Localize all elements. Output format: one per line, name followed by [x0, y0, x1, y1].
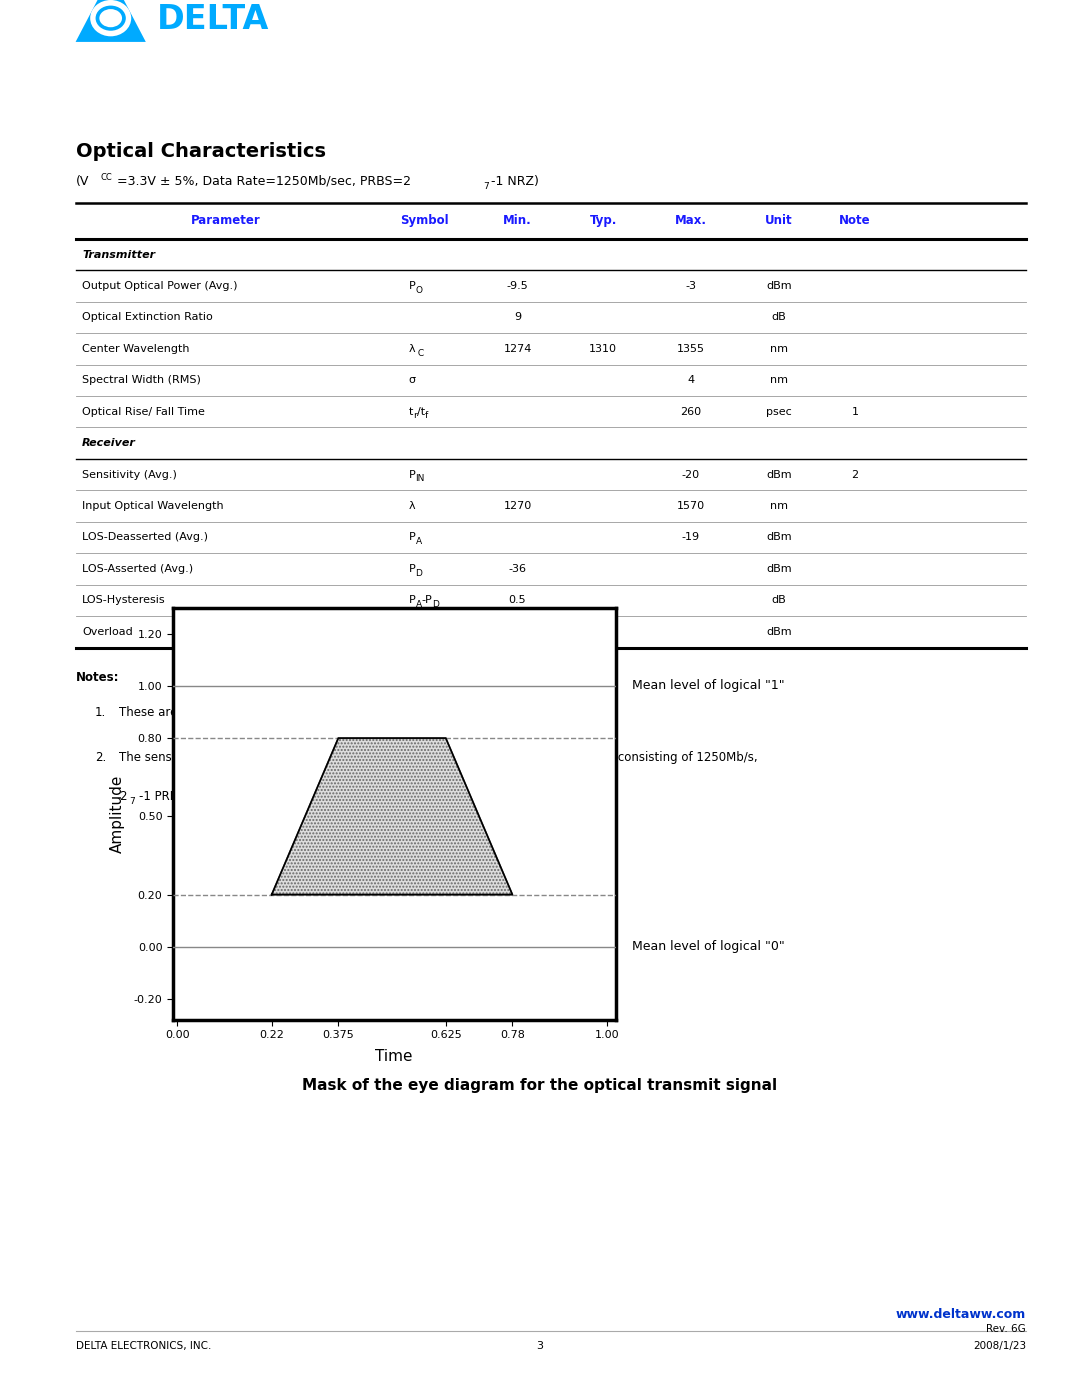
- Text: nm: nm: [770, 502, 788, 511]
- Text: O: O: [416, 631, 422, 640]
- Text: 1: 1: [851, 407, 859, 416]
- Text: Sensitivity (Avg.): Sensitivity (Avg.): [82, 469, 177, 479]
- Text: Notes:: Notes:: [76, 671, 119, 685]
- Text: 2: 2: [851, 469, 859, 479]
- Text: -12: -12: [419, 757, 434, 767]
- Polygon shape: [272, 738, 512, 894]
- Y-axis label: Amplitude: Amplitude: [110, 774, 125, 854]
- Text: dBm: dBm: [766, 627, 792, 637]
- Text: Center Wavelength: Center Wavelength: [82, 344, 190, 353]
- Text: f: f: [424, 412, 428, 420]
- Text: nm: nm: [770, 376, 788, 386]
- Text: psec: psec: [766, 407, 792, 416]
- Text: dBm: dBm: [766, 532, 792, 542]
- Text: 4: 4: [688, 376, 694, 386]
- Text: D: D: [416, 569, 422, 577]
- Text: 9: 9: [514, 313, 521, 323]
- Text: -9.5: -9.5: [507, 281, 528, 291]
- Text: www.deltaww.com: www.deltaww.com: [895, 1308, 1026, 1320]
- Text: =3.3V ± 5%, Data Rate=1250Mb/sec, PRBS=2: =3.3V ± 5%, Data Rate=1250Mb/sec, PRBS=2: [117, 175, 410, 187]
- Text: Optical Rise/ Fall Time: Optical Rise/ Fall Time: [82, 407, 205, 416]
- Text: 1274: 1274: [503, 344, 531, 353]
- Text: -1 PRBS and ER=9dB.: -1 PRBS and ER=9dB.: [139, 789, 268, 803]
- Text: Rev. 6G: Rev. 6G: [986, 1324, 1026, 1334]
- Text: D: D: [432, 601, 440, 609]
- Text: P: P: [408, 532, 416, 542]
- Text: Optical Characteristics: Optical Characteristics: [76, 142, 325, 162]
- Text: CC: CC: [100, 173, 112, 182]
- Text: DELTA: DELTA: [157, 3, 269, 36]
- Text: σ: σ: [408, 376, 416, 386]
- Text: C: C: [416, 349, 424, 358]
- Text: -36: -36: [509, 564, 527, 574]
- Text: Max.: Max.: [675, 214, 707, 228]
- Text: P: P: [408, 564, 416, 574]
- Text: λ: λ: [408, 502, 416, 511]
- Text: The sensitivity is provided at a BER of 1×10: The sensitivity is provided at a BER of …: [119, 750, 379, 764]
- Text: Mean level of logical "0": Mean level of logical "0": [632, 940, 784, 953]
- Text: 7: 7: [130, 796, 135, 806]
- Text: -3: -3: [512, 627, 523, 637]
- Text: O: O: [416, 286, 422, 295]
- Text: Typ.: Typ.: [590, 214, 617, 228]
- Text: dBm: dBm: [766, 469, 792, 479]
- Text: LOS-Hysteresis: LOS-Hysteresis: [82, 595, 165, 605]
- Text: t: t: [408, 407, 413, 416]
- Text: Mask of the eye diagram for the optical transmit signal: Mask of the eye diagram for the optical …: [302, 1078, 778, 1094]
- Text: dB: dB: [771, 595, 786, 605]
- Text: -P: -P: [421, 595, 432, 605]
- Text: dBm: dBm: [766, 281, 792, 291]
- Text: 7: 7: [483, 182, 488, 190]
- Text: /t: /t: [417, 407, 424, 416]
- X-axis label: Time: Time: [376, 1049, 413, 1063]
- Text: Unit: Unit: [765, 214, 793, 228]
- Text: LOS-Deasserted (Avg.): LOS-Deasserted (Avg.): [82, 532, 208, 542]
- Text: -3: -3: [686, 281, 697, 291]
- Text: Receiver: Receiver: [82, 439, 136, 448]
- Text: Overload: Overload: [82, 627, 133, 637]
- Text: Input Optical Wavelength: Input Optical Wavelength: [82, 502, 224, 511]
- Text: Note: Note: [839, 214, 870, 228]
- Text: 0.5: 0.5: [509, 595, 526, 605]
- Text: Transmitter: Transmitter: [82, 250, 156, 260]
- Text: dBm: dBm: [766, 564, 792, 574]
- Text: Mean level of logical "1": Mean level of logical "1": [632, 679, 784, 693]
- Text: P: P: [408, 469, 416, 479]
- Text: 1570: 1570: [677, 502, 705, 511]
- Text: Symbol: Symbol: [401, 214, 449, 228]
- Text: 1310: 1310: [589, 344, 617, 353]
- Text: -1 NRZ): -1 NRZ): [491, 175, 539, 187]
- Text: IN: IN: [416, 475, 424, 483]
- Text: dB: dB: [771, 313, 786, 323]
- Text: 1355: 1355: [677, 344, 705, 353]
- Text: -19: -19: [681, 532, 700, 542]
- Text: λ: λ: [408, 344, 416, 353]
- Text: LOS-Asserted (Avg.): LOS-Asserted (Avg.): [82, 564, 193, 574]
- Text: 2: 2: [119, 789, 126, 803]
- Text: 260: 260: [680, 407, 702, 416]
- Text: DELTA ELECTRONICS, INC.: DELTA ELECTRONICS, INC.: [76, 1341, 211, 1351]
- Text: 2.: 2.: [95, 750, 106, 764]
- Text: Min.: Min.: [503, 214, 532, 228]
- Text: A: A: [416, 601, 421, 609]
- Text: Parameter: Parameter: [190, 214, 260, 228]
- Text: (V: (V: [76, 175, 89, 187]
- Text: 2008/1/23: 2008/1/23: [973, 1341, 1026, 1351]
- Text: Spectral Width (RMS): Spectral Width (RMS): [82, 376, 201, 386]
- Text: 1270: 1270: [503, 502, 531, 511]
- Text: Output Optical Power (Avg.): Output Optical Power (Avg.): [82, 281, 238, 291]
- Text: 3: 3: [537, 1341, 543, 1351]
- Text: Optical Extinction Ratio: Optical Extinction Ratio: [82, 313, 213, 323]
- Text: P: P: [408, 595, 416, 605]
- Text: r: r: [413, 412, 417, 420]
- Text: -20: -20: [681, 469, 700, 479]
- Text: A: A: [416, 538, 421, 546]
- Text: P: P: [408, 627, 416, 637]
- Text: 1.: 1.: [95, 705, 106, 719]
- Text: These are unfiltered 20%~80% values: These are unfiltered 20%~80% values: [119, 705, 346, 719]
- Text: nm: nm: [770, 344, 788, 353]
- Text: P: P: [408, 281, 416, 291]
- Text: or better with an input signal consisting of 1250Mb/s,: or better with an input signal consistin…: [441, 750, 757, 764]
